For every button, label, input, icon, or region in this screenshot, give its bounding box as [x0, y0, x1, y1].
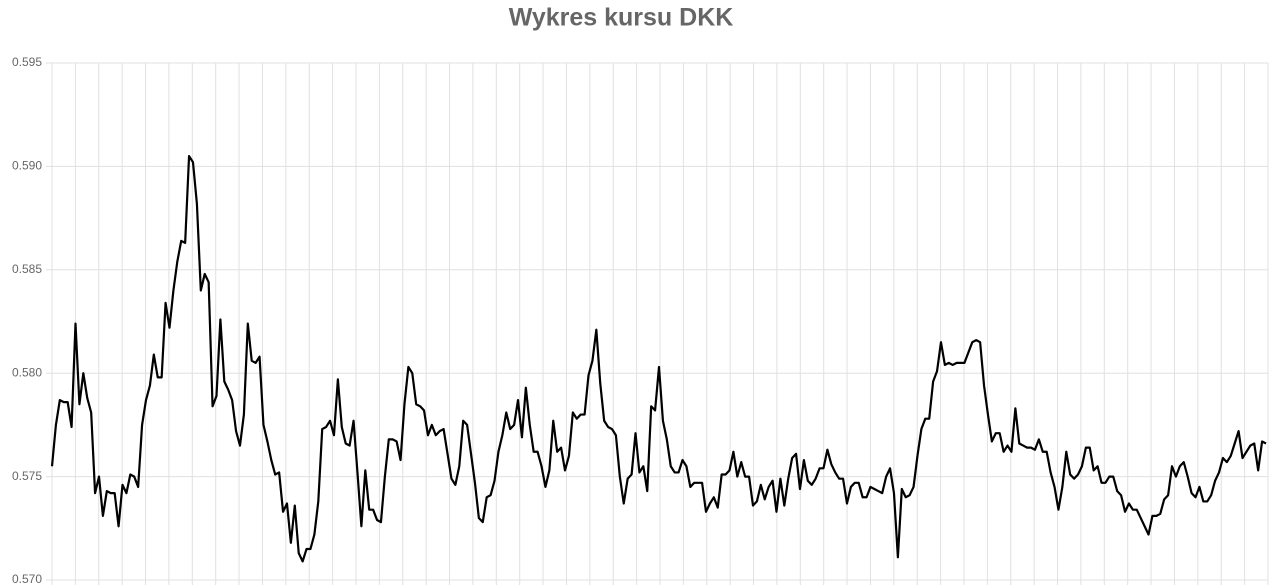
- y-tick-label: 0.590: [12, 159, 42, 173]
- y-tick-label: 0.570: [12, 572, 42, 585]
- chart-title: Wykres kursu DKK: [509, 4, 734, 32]
- y-tick-label: 0.585: [12, 262, 42, 276]
- y-tick-label: 0.595: [12, 55, 42, 69]
- y-tick-label: 0.580: [12, 365, 42, 379]
- y-tick-label: 0.575: [12, 469, 42, 483]
- data-line: [50, 154, 1267, 563]
